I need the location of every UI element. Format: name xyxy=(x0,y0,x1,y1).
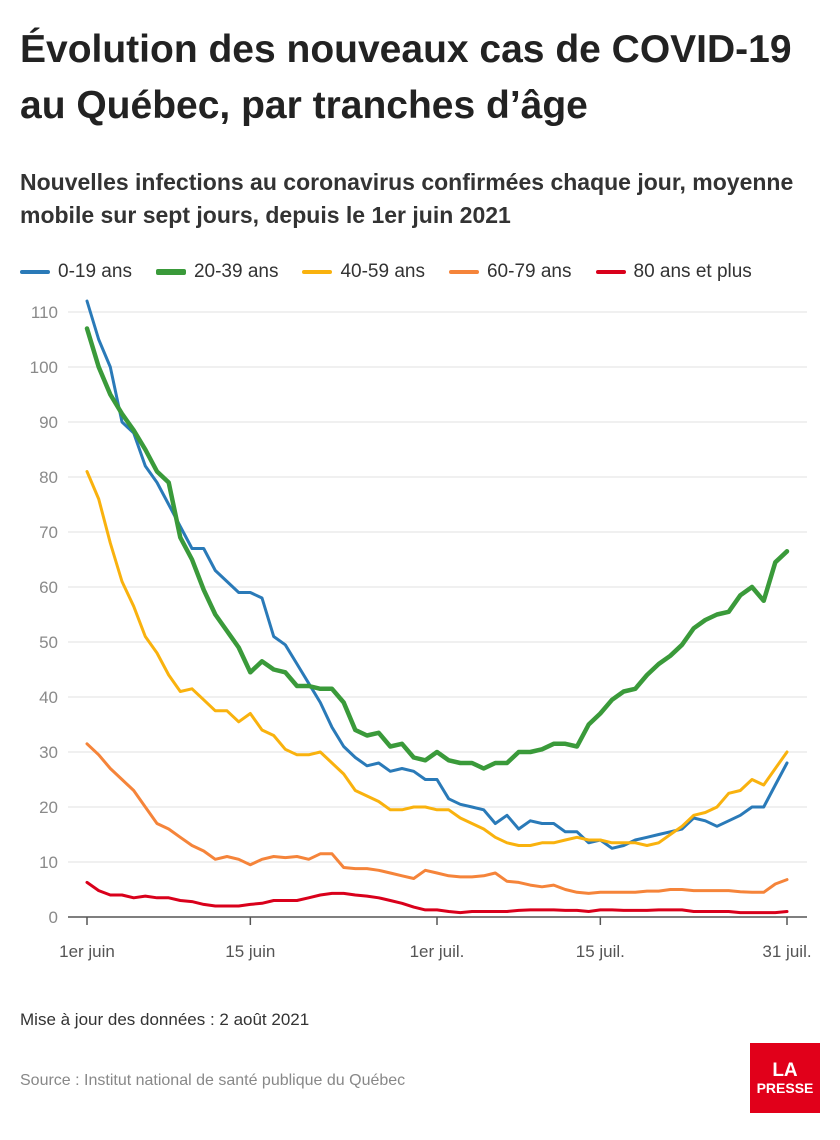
y-tick-label: 70 xyxy=(39,523,58,542)
y-tick-label: 0 xyxy=(49,908,58,927)
y-tick-label: 10 xyxy=(39,853,58,872)
x-tick-label: 31 juil. xyxy=(762,942,811,961)
series-line-40-59-ans xyxy=(85,470,789,847)
y-tick-label: 110 xyxy=(31,303,58,322)
y-tick-label: 40 xyxy=(39,688,58,707)
y-tick-label: 50 xyxy=(39,633,58,652)
line-chart: 0 10 20 30 40 50 60 70 80 90 100 110 1er juin 15 juin… xyxy=(30,299,812,961)
y-tick-label: 60 xyxy=(39,578,58,597)
legend-swatch xyxy=(20,270,50,274)
series-line-60-79-ans xyxy=(85,742,789,895)
chart-legend: 0-19 ans 20-39 ans 40-59 ans 60-79 ans 80 an… xyxy=(20,258,776,286)
la-presse-logo: LA PRESSE xyxy=(750,1043,820,1113)
series-line-80-ans-et-plus xyxy=(85,880,789,915)
legend-item: 80 ans et plus xyxy=(595,261,752,283)
legend-label: 0-19 ans xyxy=(58,261,132,282)
logo-text-line2: PRESSE xyxy=(756,1079,814,1096)
y-tick-label: 20 xyxy=(39,798,58,817)
y-tick-label: 90 xyxy=(39,413,58,432)
y-tick-label: 80 xyxy=(39,468,58,487)
legend-label: 60-79 ans xyxy=(486,261,572,282)
y-tick-label: 30 xyxy=(39,743,58,762)
legend-swatch xyxy=(448,270,479,274)
legend-swatch xyxy=(302,270,333,274)
logo-text-line1: LA xyxy=(772,1060,798,1082)
legend-label: 20-39 ans xyxy=(193,261,279,282)
legend-item: 60-79 ans xyxy=(448,261,572,283)
legend-swatch xyxy=(595,270,626,274)
data-update-note: Mise à jour des données : 2 août 2021 xyxy=(20,1010,310,1029)
chart-title: Évolution des nouveaux cas de COVID-19 a… xyxy=(20,28,792,127)
x-tick-label: 15 juin xyxy=(225,942,275,961)
legend-item: 0-19 ans xyxy=(20,261,132,283)
source-note: Source : Institut national de santé publ… xyxy=(20,1072,406,1089)
x-tick-label: 1er juil. xyxy=(410,942,465,961)
legend-label: 40-59 ans xyxy=(340,261,425,282)
legend-label: 80 ans et plus xyxy=(633,261,752,282)
legend-swatch xyxy=(155,269,186,275)
x-tick-label: 15 juil. xyxy=(576,942,625,961)
x-tick-label: 1er juin xyxy=(59,942,115,961)
legend-item: 40-59 ans xyxy=(302,261,425,283)
series-line-20-39-ans xyxy=(84,326,790,771)
legend-item: 20-39 ans xyxy=(155,261,279,283)
y-tick-label: 100 xyxy=(30,358,58,377)
chart-subtitle: Nouvelles infections au coronavirus conf… xyxy=(20,169,794,228)
series-line-0-19-ans xyxy=(85,299,789,850)
